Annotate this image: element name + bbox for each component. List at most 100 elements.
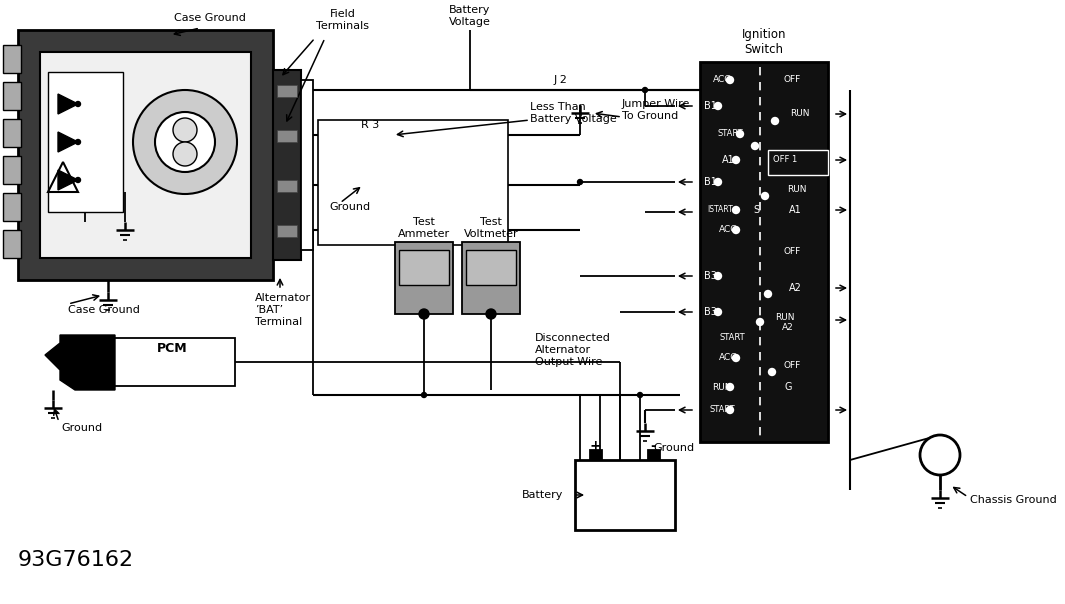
Polygon shape <box>58 170 78 190</box>
Bar <box>3 193 21 221</box>
Bar <box>110 338 235 386</box>
Circle shape <box>737 130 743 138</box>
Text: Disconnected
Alternator
Output Wire: Disconnected Alternator Output Wire <box>535 333 611 367</box>
Text: Jumper Wire
To Ground: Jumper Wire To Ground <box>622 99 690 121</box>
Circle shape <box>756 318 764 326</box>
Text: START: START <box>719 332 744 341</box>
Text: Chassis Ground: Chassis Ground <box>970 495 1056 505</box>
Text: Less Than
Battery Voltage: Less Than Battery Voltage <box>530 102 617 124</box>
Circle shape <box>752 143 758 150</box>
Circle shape <box>769 368 775 376</box>
Text: ISTART: ISTART <box>707 205 733 214</box>
Text: A1: A1 <box>722 155 735 165</box>
Text: -: - <box>650 439 656 453</box>
Text: Case Ground: Case Ground <box>174 13 246 23</box>
Text: B3: B3 <box>704 307 717 317</box>
Circle shape <box>422 393 426 397</box>
Text: R 3: R 3 <box>361 120 379 130</box>
Circle shape <box>761 193 769 199</box>
Text: Battery
Voltage: Battery Voltage <box>449 5 491 27</box>
Text: S: S <box>753 205 759 215</box>
Bar <box>318 120 508 245</box>
Bar <box>399 250 449 285</box>
Circle shape <box>771 118 779 124</box>
Circle shape <box>419 309 429 319</box>
Text: B3: B3 <box>704 271 717 281</box>
Text: Ground: Ground <box>653 443 694 453</box>
Circle shape <box>715 179 721 185</box>
Text: ACC: ACC <box>712 76 732 85</box>
Circle shape <box>76 178 81 182</box>
Bar <box>648 450 660 460</box>
Text: PCM: PCM <box>158 341 187 355</box>
Circle shape <box>486 309 496 319</box>
Circle shape <box>733 355 739 362</box>
Circle shape <box>726 406 734 414</box>
Text: OFF: OFF <box>784 362 801 370</box>
Polygon shape <box>45 335 115 390</box>
Bar <box>277 225 297 237</box>
Bar <box>301 80 313 250</box>
Bar <box>395 242 453 314</box>
Circle shape <box>715 103 721 109</box>
Bar <box>466 250 517 285</box>
Text: Ground: Ground <box>329 202 371 212</box>
Bar <box>48 72 122 212</box>
Text: RUN: RUN <box>790 109 809 118</box>
Bar <box>462 242 520 314</box>
Text: B1: B1 <box>704 177 717 187</box>
Text: A2: A2 <box>782 324 793 332</box>
Bar <box>590 450 602 460</box>
Bar <box>3 45 21 73</box>
Bar <box>40 52 251 258</box>
Text: ACC: ACC <box>719 353 737 362</box>
Text: Ground: Ground <box>61 423 102 433</box>
Text: Test
Voltmeter: Test Voltmeter <box>463 217 519 239</box>
Text: A2: A2 <box>788 283 802 293</box>
Text: OFF: OFF <box>784 248 801 257</box>
Text: START: START <box>717 129 742 138</box>
Text: OFF 1: OFF 1 <box>773 155 797 164</box>
Text: Ignition
Switch: Ignition Switch <box>741 28 786 56</box>
Bar <box>277 130 297 142</box>
Bar <box>700 62 828 442</box>
Text: Battery: Battery <box>522 490 563 500</box>
Text: RUN: RUN <box>787 185 807 194</box>
Bar <box>277 180 297 192</box>
Circle shape <box>155 112 215 172</box>
Text: Alternator
’BAT’
Terminal: Alternator ’BAT’ Terminal <box>255 294 311 327</box>
Circle shape <box>733 226 739 234</box>
Text: B1: B1 <box>704 101 717 111</box>
Circle shape <box>765 291 771 298</box>
Circle shape <box>642 88 648 92</box>
Bar <box>3 156 21 184</box>
Circle shape <box>733 156 739 164</box>
Text: Field
Terminals: Field Terminals <box>316 9 370 31</box>
Polygon shape <box>58 132 78 152</box>
Bar <box>3 82 21 110</box>
Text: Case Ground: Case Ground <box>68 305 140 315</box>
Bar <box>18 30 273 280</box>
Polygon shape <box>58 94 78 114</box>
Bar <box>575 460 675 530</box>
Text: +: + <box>589 439 601 453</box>
Circle shape <box>173 142 197 166</box>
Circle shape <box>726 384 734 391</box>
Text: START: START <box>709 405 735 414</box>
Bar <box>3 119 21 147</box>
Circle shape <box>715 272 721 280</box>
Text: OFF: OFF <box>784 76 801 85</box>
Text: RUN: RUN <box>712 382 732 391</box>
Circle shape <box>76 101 81 106</box>
Text: 93G76162: 93G76162 <box>18 550 134 570</box>
Circle shape <box>726 77 734 83</box>
Circle shape <box>76 140 81 144</box>
Circle shape <box>173 118 197 142</box>
Circle shape <box>715 309 721 315</box>
Circle shape <box>577 179 583 184</box>
Text: G: G <box>784 382 791 392</box>
Bar <box>277 85 297 97</box>
Circle shape <box>133 90 237 194</box>
Circle shape <box>920 435 960 475</box>
Text: J 2: J 2 <box>553 75 567 85</box>
